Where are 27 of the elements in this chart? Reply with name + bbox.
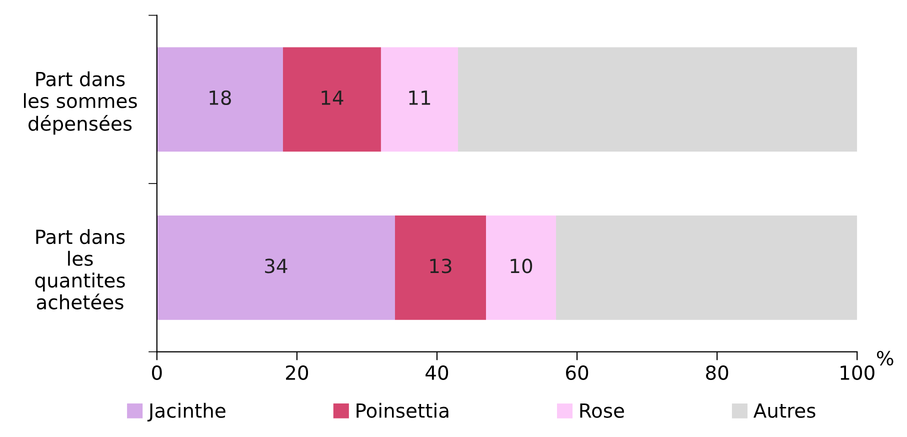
data-label: 14 [322,90,344,105]
bar [556,216,858,320]
y-tick-label: Part dans les quantites achetées [35,229,125,310]
data-label: 11 [409,90,430,105]
legend-label: Autres [753,403,816,418]
bar [380,47,458,152]
x-tick-label: 100 [840,365,874,380]
x-tick-label: 0 [152,365,162,380]
data-label: 34 [265,258,288,274]
bar [486,216,556,320]
x-tick-label: 40 [426,365,448,380]
bar [156,47,283,152]
legend-label: Poinsettia [356,402,448,418]
bar [458,47,858,152]
x-tick-label: 80 [706,365,728,380]
y-tick-label: Part dans les sommes dépensées [24,71,137,135]
x-tick-label: 60 [566,365,588,380]
x-tick-label: 20 [286,365,308,380]
data-label: 10 [510,258,532,274]
legend-label: Rose [580,403,624,418]
bar [394,216,486,320]
x-axis-title: % [876,350,894,366]
bar [156,216,395,320]
bar [282,47,381,152]
legend-label: Jacinthe [147,402,226,422]
data-label: 13 [430,258,452,274]
data-label: 18 [210,90,231,106]
